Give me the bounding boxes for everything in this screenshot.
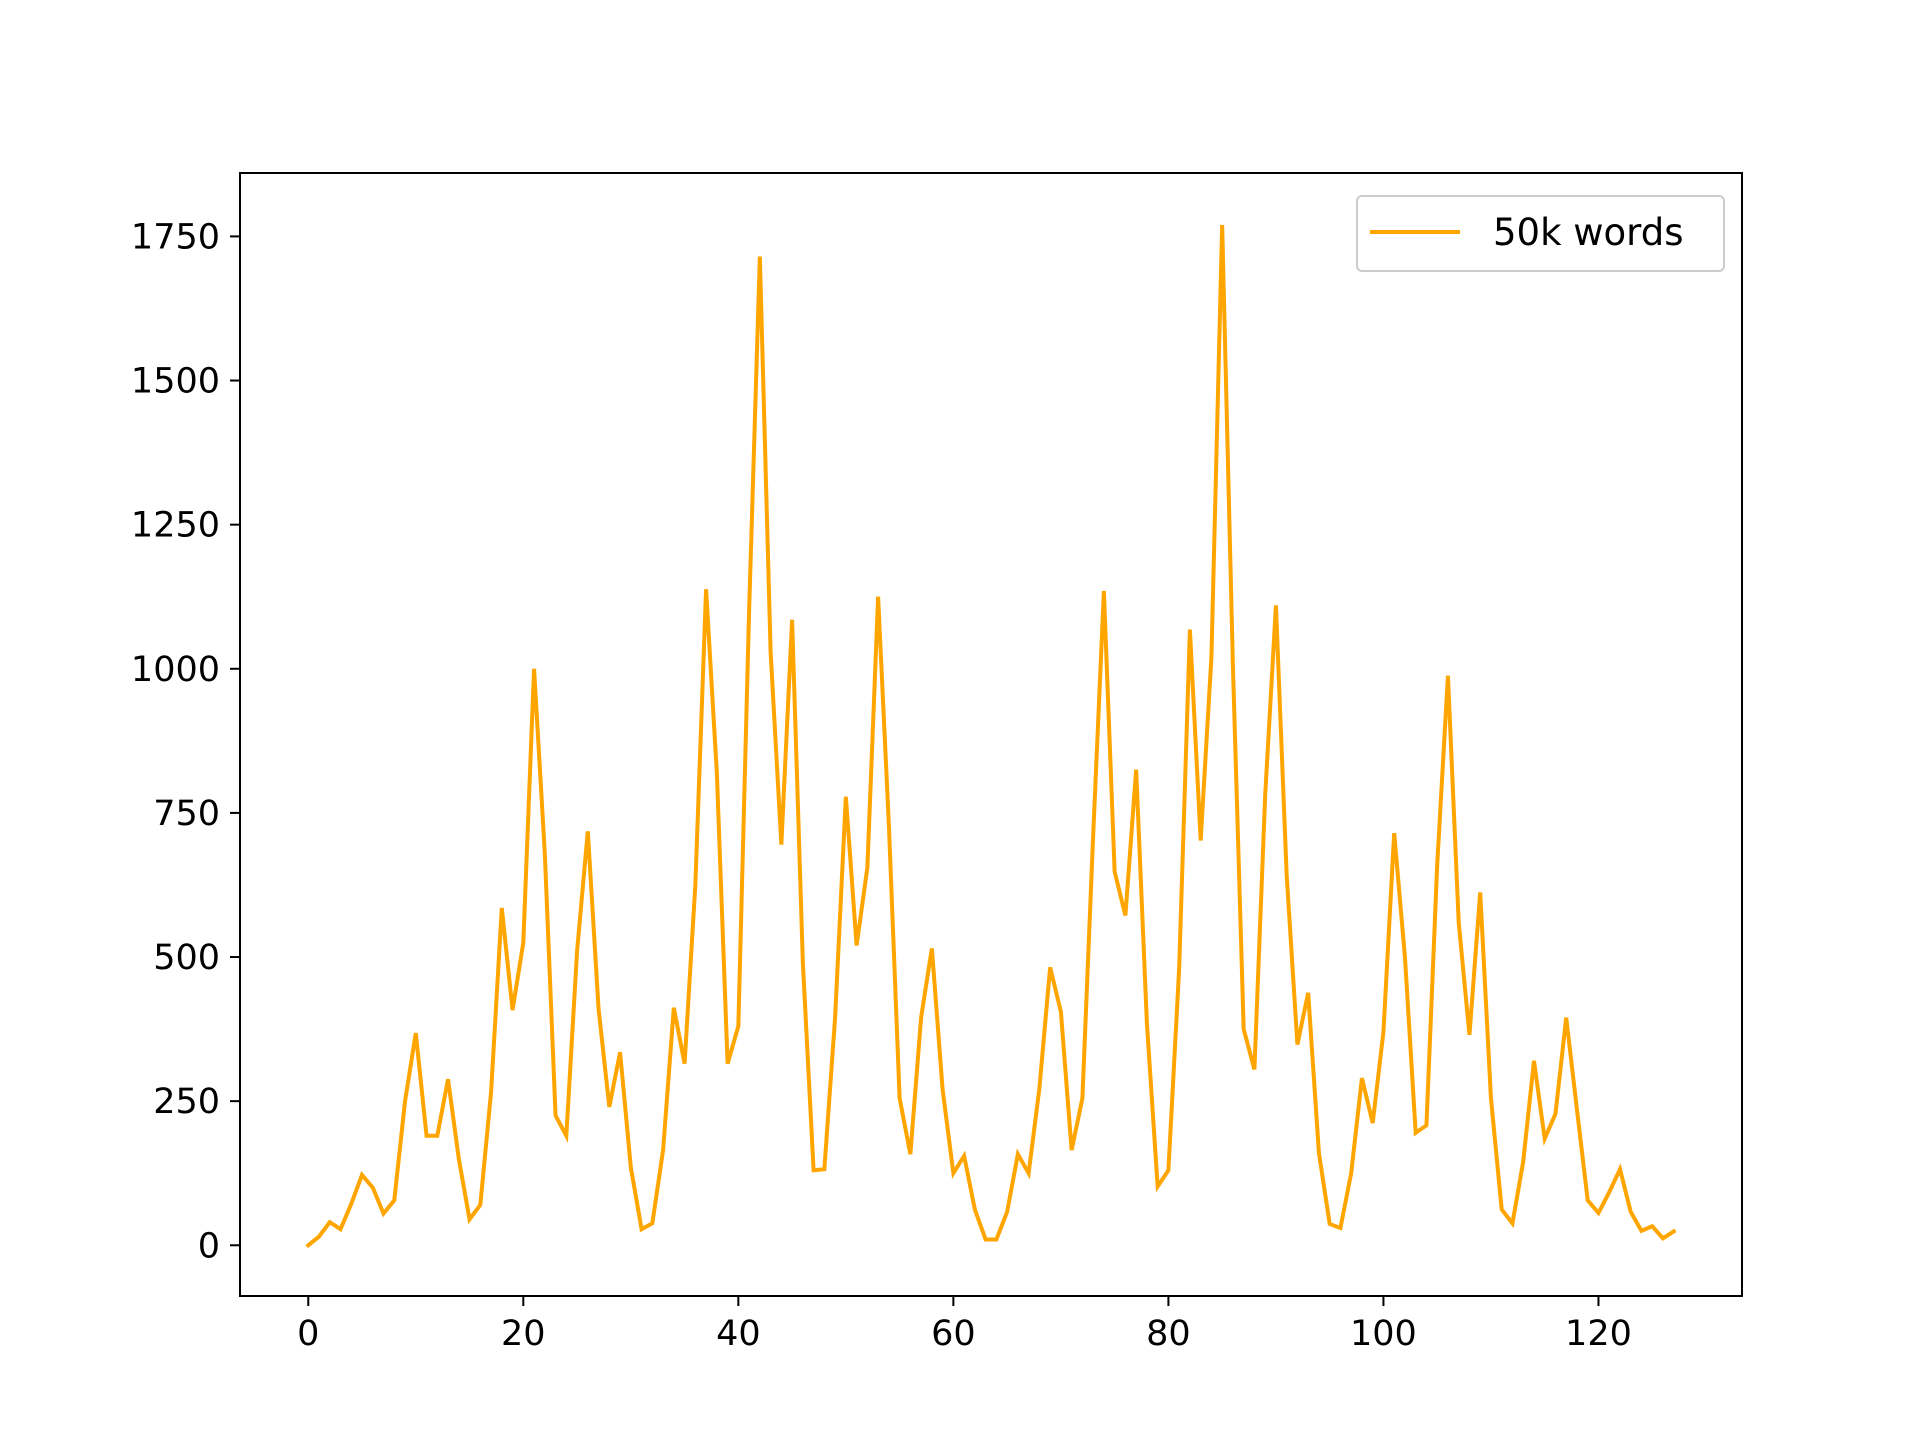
x-tick-label: 0 [297,1314,319,1354]
y-tick-label: 500 [153,938,220,978]
legend: 50k words [1356,195,1725,272]
x-tick-label: 120 [1565,1314,1632,1354]
x-tick-label: 60 [931,1314,976,1354]
plot-frame [239,172,1743,1297]
x-tick-label: 40 [716,1314,761,1354]
series-line-50k-words [305,224,1677,1249]
y-tick-label: 1250 [131,506,220,546]
y-tick-label: 0 [198,1226,220,1266]
x-tick-label: 100 [1350,1314,1417,1354]
legend-box [1356,195,1725,272]
x-axis-ticks: 0 20 40 60 80 100 120 [297,1296,1632,1354]
legend-label-50k-words: 50k words [1493,211,1684,254]
y-tick-label: 750 [153,794,220,834]
y-tick-label: 1750 [131,217,220,257]
y-tick-label: 1000 [131,650,220,690]
y-tick-label: 250 [153,1082,220,1122]
series-layer [305,224,1677,1249]
y-axis-ticks: 0 250 500 750 1000 1250 1500 1750 [131,217,240,1266]
x-tick-label: 80 [1146,1314,1191,1354]
x-tick-label: 20 [501,1314,546,1354]
y-tick-label: 1500 [131,362,220,402]
